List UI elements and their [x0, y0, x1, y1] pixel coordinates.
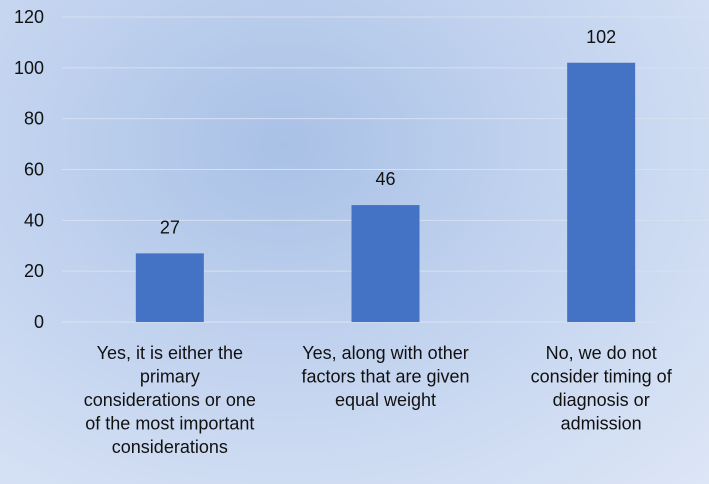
- x-category-label-line: diagnosis or: [553, 390, 650, 410]
- bar: [351, 205, 420, 322]
- bar: [567, 62, 636, 322]
- x-category-label: No, we do not consider timing of diagnosis…: [531, 343, 673, 434]
- x-category-label-line: equal weight: [335, 390, 436, 410]
- x-category-label-line: Yes, it is either the: [97, 343, 243, 363]
- y-tick-label: 80: [24, 109, 44, 129]
- x-category-label-line: admission: [561, 414, 642, 434]
- y-tick-label: 20: [24, 261, 44, 281]
- y-tick-label: 120: [14, 7, 44, 27]
- data-label: 46: [375, 169, 395, 189]
- x-category-label-line: considerations or one: [84, 390, 256, 410]
- y-tick-label: 60: [24, 160, 44, 180]
- y-tick-label: 0: [34, 312, 44, 332]
- x-category-label-line: factors that are given: [301, 367, 469, 387]
- y-tick-label: 100: [14, 58, 44, 78]
- x-category-label: Yes, along with other factors that are gi…: [301, 343, 469, 410]
- x-category-label-line: Yes, along with other: [302, 343, 468, 363]
- data-label: 102: [586, 27, 616, 47]
- data-label: 27: [160, 217, 180, 237]
- bar: [135, 253, 204, 322]
- x-category-label-line: No, we do not: [546, 343, 657, 363]
- x-category-label-line: considerations: [112, 437, 228, 457]
- x-category-label-line: consider timing of: [531, 367, 673, 387]
- x-category-label-line: primary: [140, 367, 200, 387]
- x-category-label-line: of the most important: [85, 414, 254, 434]
- y-tick-label: 40: [24, 210, 44, 230]
- x-category-label: Yes, it is either the primary consideratio…: [84, 343, 256, 457]
